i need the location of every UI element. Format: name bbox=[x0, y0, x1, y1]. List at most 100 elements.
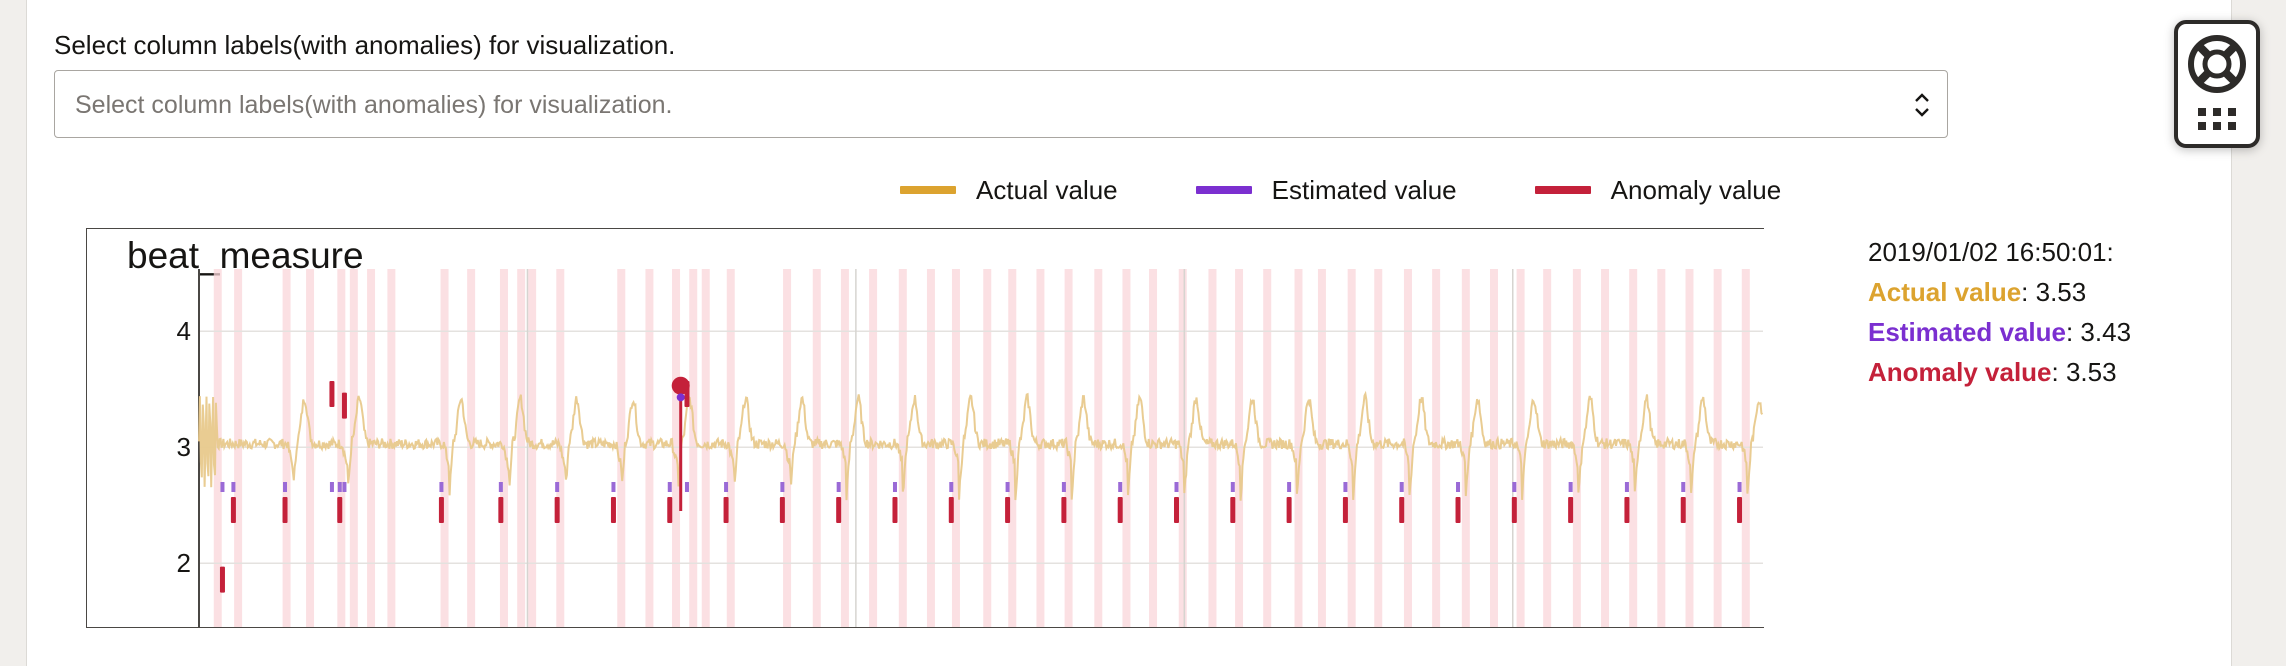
estimated-value-mark bbox=[1230, 482, 1235, 492]
anomaly-band bbox=[1008, 269, 1017, 627]
y-tick-label: 4 bbox=[177, 316, 191, 346]
highlight-estimated-point bbox=[676, 393, 685, 402]
anomaly-band bbox=[1122, 269, 1131, 627]
chevron-updown-icon bbox=[1915, 93, 1929, 117]
anomaly-mark bbox=[1680, 497, 1686, 523]
chart-legend: Actual value Estimated value Anomaly val… bbox=[900, 172, 1781, 208]
anomaly-mark bbox=[1737, 497, 1743, 523]
estimated-value-mark bbox=[283, 482, 288, 492]
legend-item-actual[interactable]: Actual value bbox=[900, 175, 1118, 206]
y-tick-label: 3 bbox=[177, 432, 191, 462]
estimated-value-mark bbox=[1005, 482, 1010, 492]
legend-swatch-actual bbox=[900, 186, 956, 194]
estimated-value-mark bbox=[329, 482, 334, 492]
help-widget[interactable] bbox=[2174, 20, 2260, 148]
anomaly-band bbox=[1178, 269, 1187, 627]
anomaly-mark bbox=[1399, 497, 1405, 523]
estimated-value-mark bbox=[1061, 482, 1066, 492]
anomaly-band bbox=[1572, 269, 1581, 627]
lifebuoy-icon bbox=[2188, 35, 2246, 93]
anomaly-mark bbox=[438, 497, 444, 523]
estimated-value-mark bbox=[1174, 482, 1179, 492]
estimated-value-mark bbox=[1737, 482, 1742, 492]
anomaly-band bbox=[783, 269, 792, 627]
anomaly-band bbox=[1403, 269, 1412, 627]
legend-item-anomaly[interactable]: Anomaly value bbox=[1534, 174, 1782, 206]
anomaly-band bbox=[617, 269, 626, 627]
anomaly-mark bbox=[554, 497, 560, 523]
anomaly-band bbox=[1629, 269, 1638, 627]
legend-item-estimated[interactable]: Estimated value bbox=[1195, 175, 1457, 206]
legend-label-actual: Actual value bbox=[976, 174, 1118, 205]
anomaly-mark bbox=[1174, 497, 1179, 523]
estimated-value-mark bbox=[1512, 482, 1517, 492]
tooltip-anomaly-value: : 3.53 bbox=[2051, 357, 2117, 387]
estimated-value-mark bbox=[1568, 482, 1573, 492]
tooltip-actual-label: Actual value bbox=[1868, 277, 2022, 307]
chart-frame: beat_measure 2 3 4 bbox=[86, 228, 1764, 628]
estimated-value-mark bbox=[555, 482, 560, 492]
estimated-value-mark bbox=[439, 482, 444, 492]
estimated-value-mark bbox=[684, 482, 689, 492]
anomaly-mark bbox=[610, 497, 616, 523]
estimated-value-mark bbox=[1681, 482, 1686, 492]
anomaly-band bbox=[1263, 269, 1272, 627]
anomaly-mark bbox=[1005, 497, 1011, 523]
anomaly-mark bbox=[498, 497, 504, 523]
estimated-value-mark bbox=[949, 482, 954, 492]
estimated-value-mark bbox=[836, 482, 841, 492]
estimated-value-mark bbox=[1456, 482, 1461, 492]
anomaly-band bbox=[1347, 269, 1356, 627]
anomaly-mark bbox=[1455, 497, 1461, 523]
anomaly-band bbox=[1741, 269, 1750, 627]
estimated-value-mark bbox=[1343, 482, 1348, 492]
anomaly-mark bbox=[1342, 497, 1348, 523]
anomaly-mark bbox=[1511, 497, 1517, 523]
anomaly-band bbox=[306, 269, 315, 627]
estimated-value-mark bbox=[667, 482, 672, 492]
chart-tooltip: 2019/01/02 16:50:01: Actual value: 3.53 … bbox=[1868, 232, 2131, 392]
anomaly-band bbox=[951, 269, 960, 627]
anomaly-mark bbox=[723, 497, 729, 523]
tooltip-estimated-row: Estimated value: 3.43 bbox=[1868, 312, 2131, 352]
anomaly-band bbox=[726, 269, 735, 627]
anomaly-mark bbox=[779, 497, 785, 523]
chart-title: beat_measure bbox=[127, 235, 364, 276]
anomaly-band bbox=[1064, 269, 1073, 627]
estimated-value-mark bbox=[1287, 482, 1292, 492]
column-select[interactable]: Select column labels(with anomalies) for… bbox=[54, 70, 1948, 138]
estimated-value-mark bbox=[498, 482, 503, 492]
anomaly-band bbox=[1235, 269, 1244, 627]
anomaly-band bbox=[1294, 269, 1303, 627]
anomaly-band bbox=[1432, 269, 1441, 627]
highlight-point bbox=[671, 376, 690, 395]
estimated-value-mark bbox=[892, 482, 897, 492]
estimated-value-mark bbox=[342, 482, 347, 492]
anomaly-mark bbox=[1624, 497, 1630, 523]
anomaly-mark bbox=[341, 392, 347, 419]
y-tick-label: 2 bbox=[177, 548, 191, 578]
tooltip-actual-value: : 3.53 bbox=[2021, 277, 2087, 307]
anomaly-band bbox=[840, 269, 849, 627]
anomaly-mark bbox=[1117, 497, 1123, 523]
anomaly-band bbox=[898, 269, 907, 627]
legend-label-anomaly: Anomaly value bbox=[1610, 174, 1782, 205]
estimated-value-mark bbox=[780, 482, 785, 492]
estimated-value-mark bbox=[1624, 482, 1629, 492]
anomaly-band bbox=[349, 269, 358, 627]
anomaly-mark bbox=[230, 497, 236, 523]
anomaly-mark bbox=[337, 497, 343, 523]
anomaly-mark bbox=[1061, 497, 1067, 523]
column-select-placeholder: Select column labels(with anomalies) for… bbox=[75, 91, 673, 119]
tooltip-actual-row: Actual value: 3.53 bbox=[1868, 272, 2131, 312]
estimated-value-mark bbox=[724, 482, 729, 492]
estimated-value-mark bbox=[1399, 482, 1404, 492]
chart-plot[interactable]: 2 3 4 bbox=[87, 229, 1763, 627]
anomaly-band bbox=[1657, 269, 1666, 627]
tooltip-timestamp: 2019/01/02 16:50:01: bbox=[1868, 237, 2114, 267]
anomaly-band bbox=[1685, 269, 1694, 627]
anomaly-band bbox=[367, 269, 376, 627]
estimated-value-mark bbox=[337, 482, 342, 492]
actual-value-line bbox=[198, 390, 1763, 501]
grid-icon bbox=[2198, 108, 2236, 130]
